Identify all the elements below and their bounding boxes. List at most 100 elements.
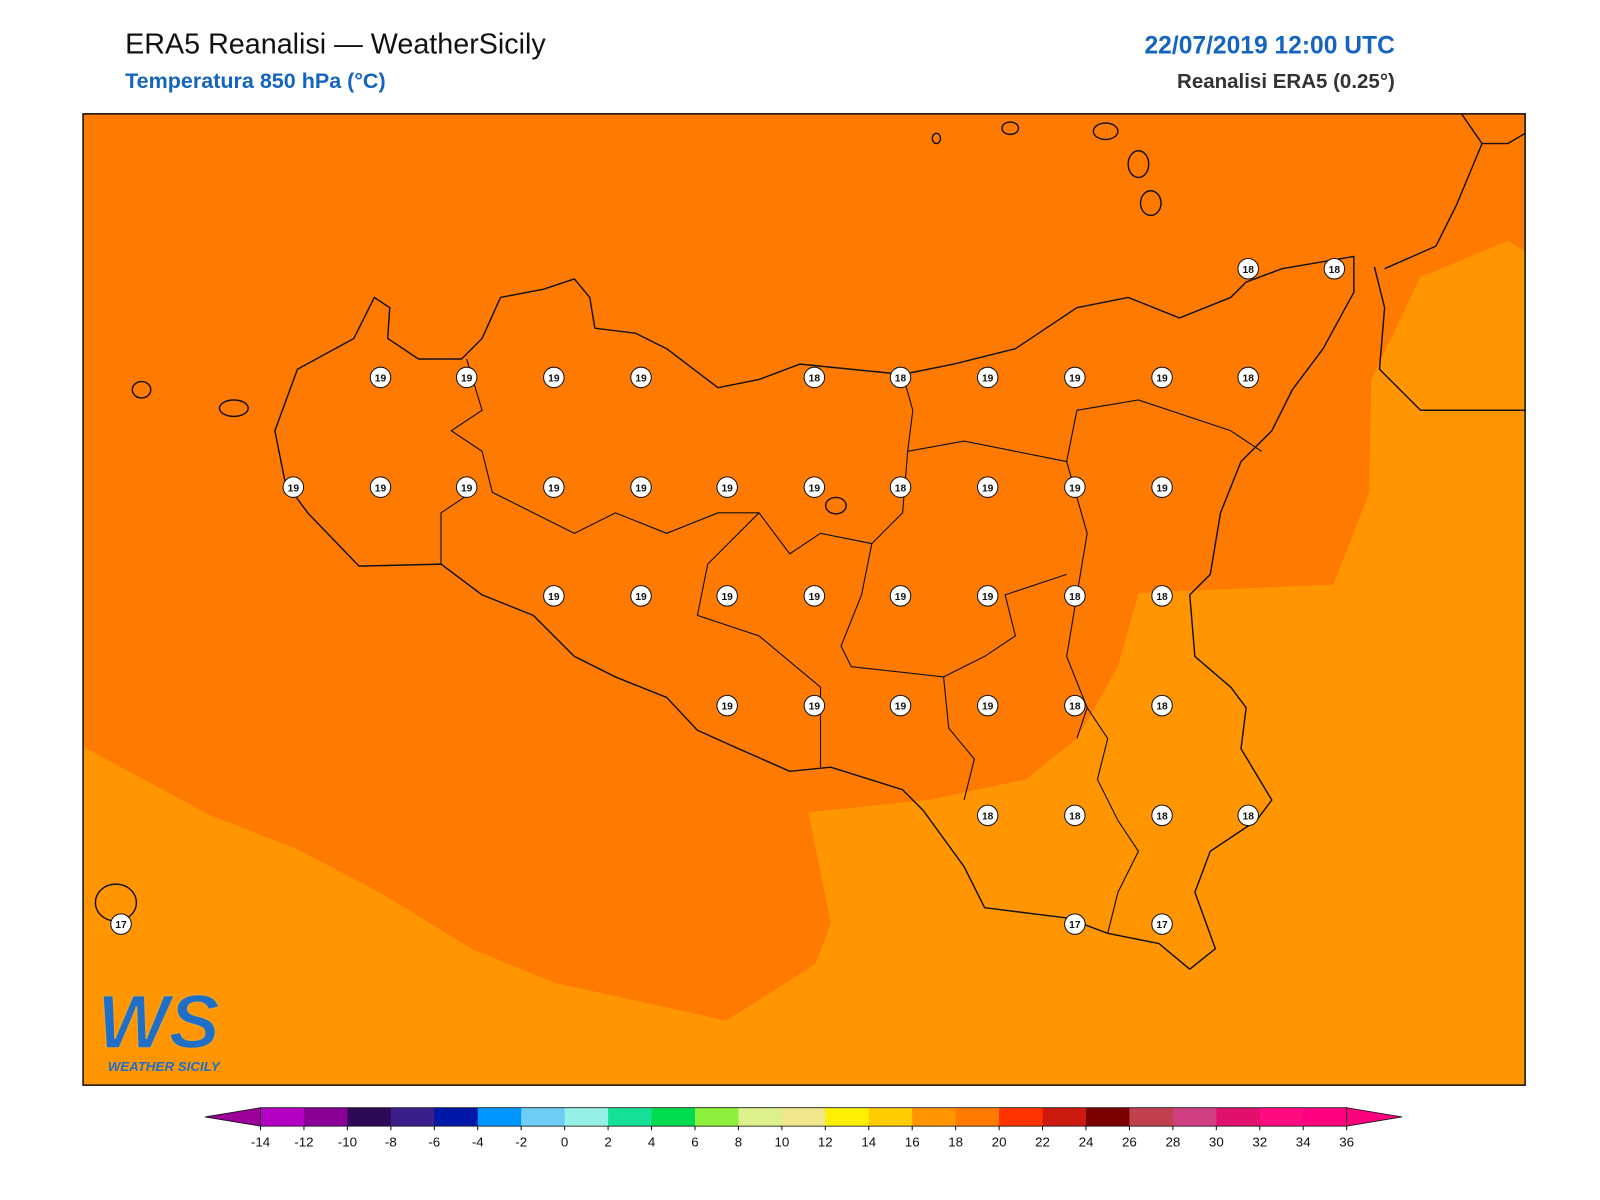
colorbar-segment <box>303 1107 348 1127</box>
point-label: 19 <box>1069 483 1081 494</box>
point-label: 18 <box>1243 811 1255 822</box>
label-badge <box>1151 476 1173 498</box>
colorbar-tick-label: 8 <box>735 1135 742 1150</box>
point-label: 19 <box>895 702 907 713</box>
point-label: 18 <box>1156 702 1168 713</box>
label-badge <box>1151 913 1173 935</box>
colorbar-segment <box>347 1107 392 1127</box>
label-badge <box>889 366 912 389</box>
label-badge <box>803 585 826 607</box>
colorbar-segment <box>1259 1107 1304 1127</box>
label-badge <box>630 476 652 498</box>
point-labels: 18 18 19 19 19 19 18 18 19 19 19 18 19 19 19 19 19 19 19 18… <box>110 257 1346 935</box>
label-badge <box>976 476 999 498</box>
label-badge <box>455 366 478 389</box>
label-badge <box>455 476 478 498</box>
label-badge <box>889 694 912 717</box>
point-label: 17 <box>1069 920 1081 931</box>
point-label: 18 <box>1069 702 1081 713</box>
colorbar-tick-label: -6 <box>428 1135 440 1150</box>
colorbar-segment <box>260 1107 305 1127</box>
colorbar-tick-label: 24 <box>1079 1135 1094 1150</box>
point-label: 19 <box>1069 374 1081 385</box>
label-badge <box>976 694 999 717</box>
source: Reanalisi ERA5 (0.25°) <box>1177 70 1395 93</box>
colorbar-tick-label: 30 <box>1209 1135 1224 1150</box>
colorbar-segment <box>608 1107 653 1127</box>
label-badge <box>1064 366 1086 389</box>
point-label: 17 <box>1156 920 1168 931</box>
point-label: 19 <box>548 374 560 385</box>
label-badge <box>976 366 999 389</box>
colorbar-segment <box>999 1107 1044 1127</box>
point-label: 19 <box>721 483 733 494</box>
point-label: 19 <box>982 374 994 385</box>
colorbar-under <box>205 1107 261 1127</box>
point-label: 19 <box>375 483 387 494</box>
point-label: 18 <box>1243 374 1255 385</box>
label-badge <box>1064 913 1086 935</box>
logo-mark: WS <box>97 980 219 1065</box>
island <box>218 399 249 418</box>
colorbar-segment <box>434 1107 479 1127</box>
colorbar-tick-label: 0 <box>561 1135 568 1150</box>
label-badge <box>1323 257 1346 280</box>
point-label: 18 <box>1156 592 1168 603</box>
colorbar-segment <box>694 1107 739 1127</box>
colorbar-segment <box>825 1107 870 1127</box>
island <box>1092 122 1119 141</box>
label-badge <box>716 585 738 607</box>
point-label: 18 <box>1329 265 1341 276</box>
colorbar-segment <box>912 1107 957 1127</box>
colorbar-tick-label: -2 <box>515 1135 527 1150</box>
field-zone <box>83 241 1526 1086</box>
logo: WS WEATHER SICILY <box>97 979 221 1074</box>
label-badge <box>716 476 738 498</box>
province-border <box>1066 461 1088 739</box>
point-label: 19 <box>1156 374 1168 385</box>
label-badge <box>543 476 565 498</box>
point-label: 19 <box>982 483 994 494</box>
subtitle: Temperatura 850 hPa (°C) <box>125 69 386 93</box>
colorbar-tick-label: 14 <box>861 1135 876 1150</box>
label-badge <box>1237 804 1259 827</box>
label-badge <box>1064 585 1086 607</box>
island <box>131 380 152 399</box>
province-border <box>450 358 914 555</box>
colorbar-segment <box>477 1107 522 1127</box>
colorbar-frame <box>260 1107 1348 1127</box>
point-label: 19 <box>288 483 300 494</box>
logo-name: WEATHER SICILY <box>108 1059 221 1074</box>
label-badge <box>1151 694 1173 717</box>
colorbar-tick-label: 12 <box>818 1135 833 1150</box>
colorbar-tick-label: 10 <box>774 1135 789 1150</box>
colorbar-tick-label: 6 <box>691 1135 698 1150</box>
colorbar-segment <box>738 1107 783 1127</box>
point-label: 19 <box>548 483 560 494</box>
lake <box>824 496 847 515</box>
point-label: 19 <box>635 592 647 603</box>
colorbar-tick-label: -12 <box>294 1135 313 1150</box>
point-label: 19 <box>375 374 387 385</box>
colorbar-segment <box>868 1107 913 1127</box>
colorbar-tick-label: 2 <box>604 1135 611 1150</box>
label-badge <box>1151 366 1173 389</box>
point-label: 19 <box>982 592 994 603</box>
calabria-coast <box>1482 132 1526 145</box>
point-label: 18 <box>1156 811 1168 822</box>
label-badge <box>889 585 912 607</box>
point-label: 18 <box>1069 811 1081 822</box>
label-badge <box>976 585 999 607</box>
point-label: 18 <box>895 483 907 494</box>
label-badge <box>110 913 132 935</box>
colorbar-segment <box>1303 1107 1348 1127</box>
province-border <box>943 676 975 801</box>
label-badge <box>803 476 826 498</box>
point-label: 19 <box>548 592 560 603</box>
calabria-coast <box>1384 113 1483 270</box>
label-badge <box>803 366 826 389</box>
island <box>1127 150 1150 179</box>
calabria-coast <box>1373 266 1526 411</box>
label-badge <box>976 804 999 827</box>
colorbar-segment <box>1172 1107 1217 1127</box>
